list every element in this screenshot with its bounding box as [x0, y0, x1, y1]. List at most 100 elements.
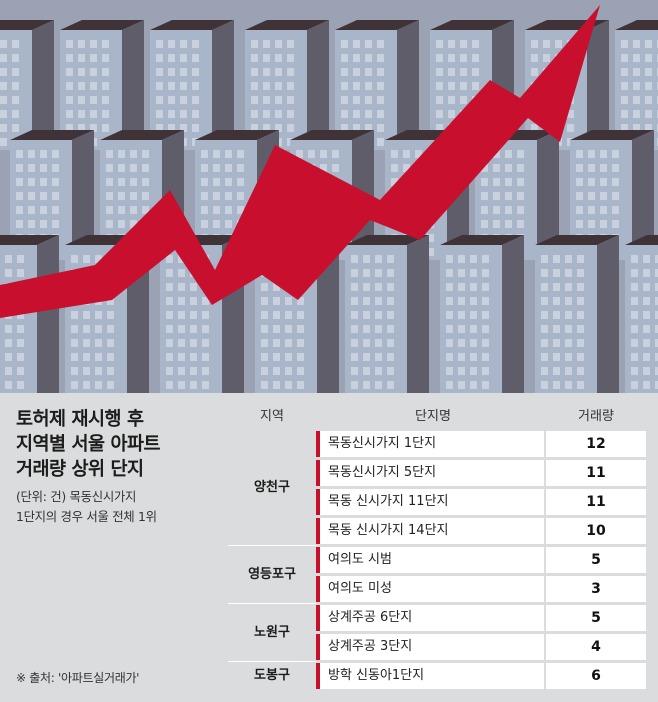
- building-window: [83, 311, 90, 319]
- building-window: [166, 269, 173, 277]
- building-window: [481, 192, 488, 200]
- building-window: [553, 367, 560, 375]
- building-window: [28, 178, 35, 186]
- building-window: [168, 110, 175, 118]
- building-window: [201, 150, 208, 158]
- building-window: [52, 192, 59, 200]
- building-window: [142, 150, 149, 158]
- building-window: [261, 381, 268, 389]
- building-window: [645, 110, 652, 118]
- building-window: [600, 164, 607, 172]
- building-window: [202, 325, 209, 333]
- transaction-volume: 4: [546, 634, 646, 660]
- building-window: [275, 82, 282, 90]
- building-window: [237, 178, 244, 186]
- building-window: [190, 283, 197, 291]
- building-window: [261, 311, 268, 319]
- building-window: [341, 110, 348, 118]
- building-window: [202, 297, 209, 305]
- building-window: [446, 255, 453, 263]
- building-window: [273, 367, 280, 375]
- table-row: 목동 신시가지 14단지 10: [316, 518, 646, 544]
- complex-name: 상계주공 3단지: [316, 634, 544, 660]
- building-window: [40, 150, 47, 158]
- building-window: [263, 40, 270, 48]
- building-window: [353, 96, 360, 104]
- building-window: [377, 68, 384, 76]
- building-window: [287, 96, 294, 104]
- building-window: [52, 220, 59, 228]
- building-window: [180, 96, 187, 104]
- building-window: [482, 339, 489, 347]
- region-label: 도봉구: [254, 668, 290, 683]
- building-window: [553, 353, 560, 361]
- building-window: [166, 311, 173, 319]
- building-window: [5, 339, 12, 347]
- building-window: [631, 311, 638, 319]
- building-window: [436, 54, 443, 62]
- building-window: [118, 220, 125, 228]
- building-window: [482, 297, 489, 305]
- building-window: [168, 124, 175, 132]
- building-window: [251, 54, 258, 62]
- building-window: [353, 68, 360, 76]
- building-window: [482, 367, 489, 375]
- building-window: [0, 96, 7, 104]
- building-window: [142, 206, 149, 214]
- building-window: [297, 339, 304, 347]
- building-window: [481, 164, 488, 172]
- building-window: [0, 54, 7, 62]
- building-roof: [535, 235, 619, 245]
- building-window: [0, 68, 7, 76]
- building-window: [52, 164, 59, 172]
- building-window: [178, 367, 185, 375]
- building-window: [237, 164, 244, 172]
- building-window: [588, 150, 595, 158]
- building-window: [577, 297, 584, 305]
- building-window: [458, 269, 465, 277]
- building-window: [446, 283, 453, 291]
- building-window: [106, 206, 113, 214]
- building-window: [481, 178, 488, 186]
- building-window: [553, 339, 560, 347]
- building-window: [213, 164, 220, 172]
- building-window: [553, 283, 560, 291]
- region-label: 영등포구: [248, 567, 296, 582]
- building-side: [587, 20, 609, 150]
- building-window: [645, 124, 652, 132]
- building-window: [458, 255, 465, 263]
- building-window: [190, 297, 197, 305]
- building-window: [273, 283, 280, 291]
- building-window: [387, 297, 394, 305]
- building-window: [118, 178, 125, 186]
- building-window: [621, 54, 628, 62]
- building-window: [40, 164, 47, 172]
- building-window: [387, 311, 394, 319]
- region-separator: [228, 603, 316, 604]
- building-window: [565, 297, 572, 305]
- building-window: [448, 96, 455, 104]
- building-window: [655, 325, 658, 333]
- building-side: [597, 235, 619, 393]
- building-window: [107, 339, 114, 347]
- building-window: [106, 220, 113, 228]
- table-row: 목동신시가지 1단지 12: [316, 431, 646, 457]
- building-window: [633, 68, 640, 76]
- building-window: [192, 96, 199, 104]
- building-side: [122, 20, 144, 150]
- building-window: [261, 339, 268, 347]
- building-window: [387, 269, 394, 277]
- table-row: 목동신시가지 5단지 11: [316, 460, 646, 486]
- building-window: [285, 381, 292, 389]
- building-window: [83, 255, 90, 263]
- building-window: [505, 206, 512, 214]
- building-window: [17, 255, 24, 263]
- building-window: [576, 192, 583, 200]
- building-window: [166, 283, 173, 291]
- building-window: [531, 68, 538, 76]
- building-window: [600, 220, 607, 228]
- building-window: [600, 150, 607, 158]
- building-window: [458, 297, 465, 305]
- building-window: [52, 178, 59, 186]
- building-window: [377, 40, 384, 48]
